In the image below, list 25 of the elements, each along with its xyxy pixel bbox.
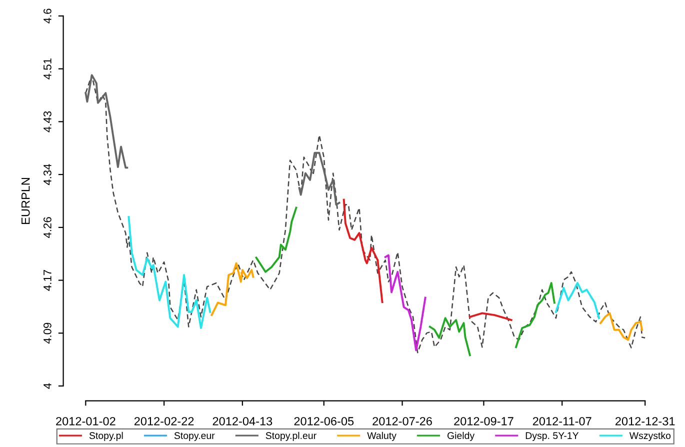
y-tick-label: 4.34 bbox=[44, 164, 52, 186]
y-tick-label: 4.26 bbox=[44, 217, 52, 238]
y-tick-label: 4.6 bbox=[44, 8, 52, 24]
x-tick-label: 2012-02-22 bbox=[134, 417, 194, 426]
legend-label: Stopy.pl bbox=[89, 432, 123, 441]
legend-label: Gieldy bbox=[448, 432, 475, 441]
legend-label: Dysp. 5Y-1Y bbox=[526, 432, 579, 441]
legend-label: Wszystko bbox=[629, 432, 671, 441]
x-tick-label: 2012-09-17 bbox=[454, 417, 514, 426]
y-tick-label: 4.09 bbox=[44, 322, 52, 344]
y-tick-label: 4.43 bbox=[44, 111, 52, 132]
legend-label: Waluty bbox=[367, 432, 396, 441]
x-tick-label: 2012-04-13 bbox=[212, 417, 272, 426]
x-tick-label: 2012-12-31 bbox=[615, 417, 675, 426]
x-tick-label: 2012-07-26 bbox=[372, 417, 432, 426]
y-tick-label: 4.51 bbox=[44, 58, 52, 80]
line-series bbox=[384, 254, 426, 352]
legend-label: Stopy.eur bbox=[174, 432, 215, 441]
x-tick-label: 2012-11-07 bbox=[532, 417, 592, 426]
x-tick-label: 2012-01-02 bbox=[56, 417, 116, 426]
y-axis-title: EURPLN bbox=[22, 178, 30, 224]
x-tick-label: 2012-06-05 bbox=[294, 417, 354, 426]
y-tick-label: 4.17 bbox=[44, 270, 52, 291]
y-tick-label: 4 bbox=[44, 383, 52, 389]
legend-label: Stopy.pl.eur bbox=[266, 432, 316, 441]
